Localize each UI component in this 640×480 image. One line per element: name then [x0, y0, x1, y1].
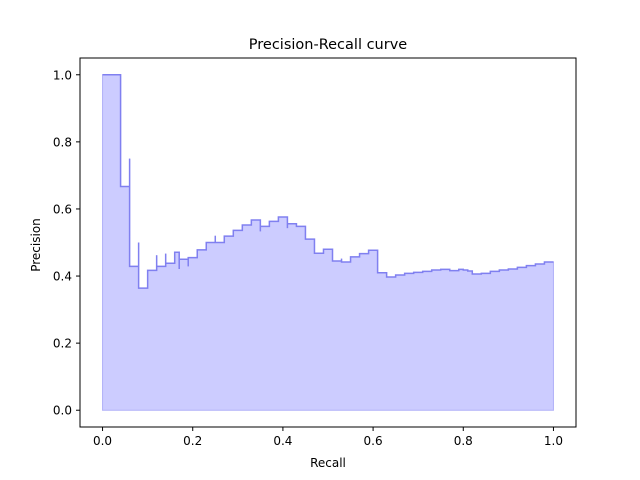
axes-frame	[79, 57, 577, 428]
x-tick-label: 0.4	[273, 434, 292, 448]
pr-step-line	[102, 74, 554, 289]
y-tick-label: 1.0	[53, 68, 72, 82]
x-tick-label: 1.0	[544, 434, 563, 448]
x-tick-label: 0.6	[364, 434, 383, 448]
plot-area	[79, 57, 577, 428]
x-axis-label: Recall	[310, 456, 346, 470]
y-tick-label: 0.6	[53, 202, 72, 216]
y-axis-label: Precision	[29, 218, 43, 272]
y-tick-label: 0.8	[53, 135, 72, 149]
y-tick-label: 0.0	[53, 404, 72, 418]
y-axis: 0.0 0.2 0.4 0.6 0.8 1.0	[53, 68, 80, 418]
y-tick-label: 0.2	[53, 337, 72, 351]
y-tick-label: 0.4	[53, 270, 72, 284]
x-tick-label: 0.0	[93, 434, 112, 448]
chart-title: Precision-Recall curve	[249, 37, 408, 53]
x-tick-label: 0.8	[454, 434, 473, 448]
x-tick-label: 0.2	[183, 434, 202, 448]
x-axis: 0.0 0.2 0.4 0.6 0.8 1.0	[93, 427, 563, 448]
